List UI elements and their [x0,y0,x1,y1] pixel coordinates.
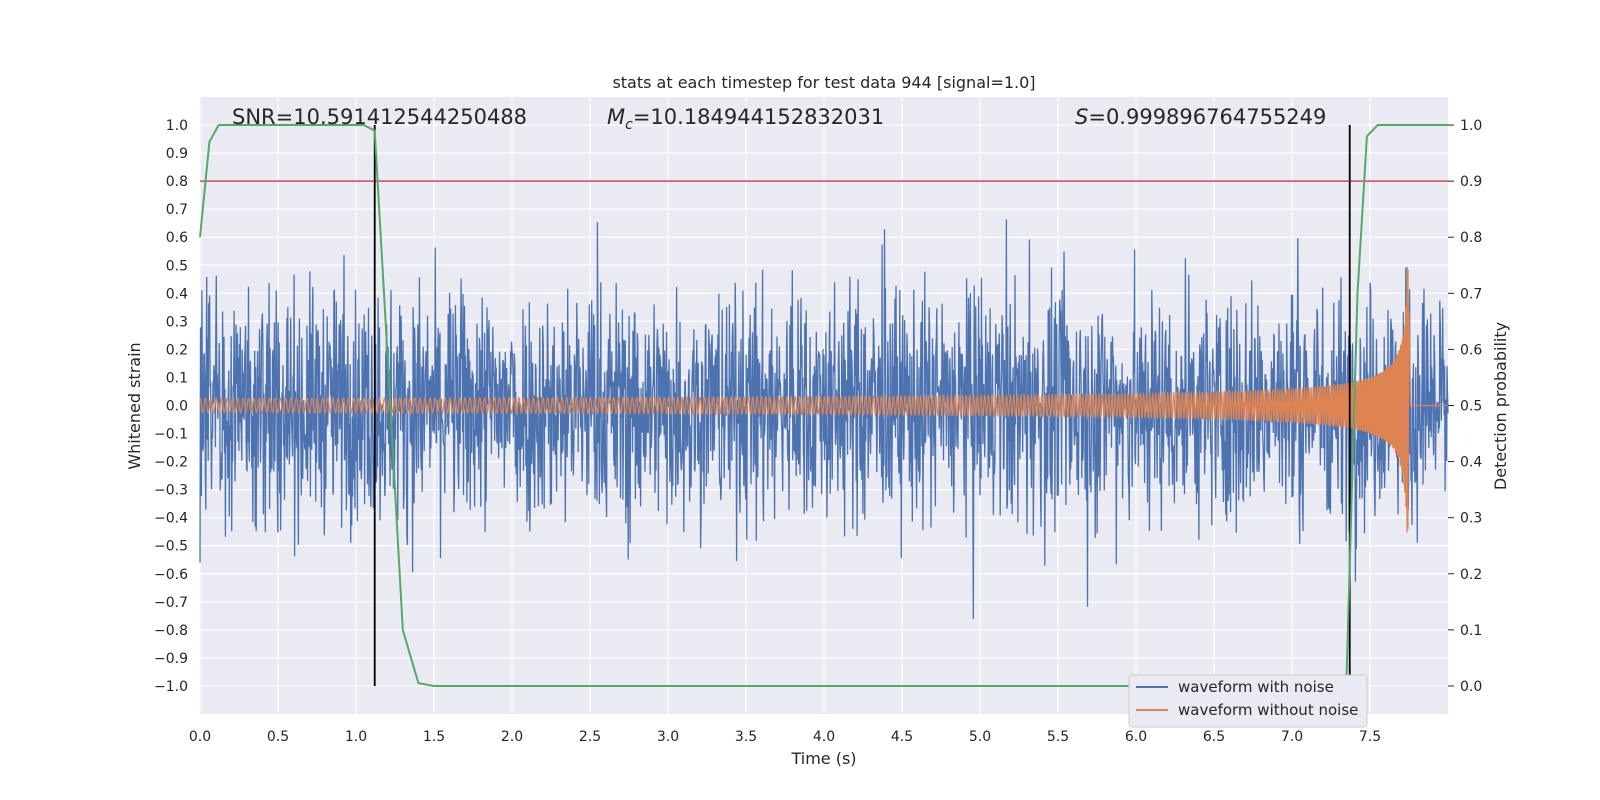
x-tick-label: 7.5 [1359,729,1381,745]
x-tick-label: 5.5 [1047,729,1069,745]
y-right-tick-label: 0.5 [1460,399,1482,415]
chirp-mass-subscript: c [625,117,633,133]
overlays [199,124,1448,687]
y-tick-label: −0.4 [154,511,188,527]
x-tick-label: 6.5 [1203,729,1225,745]
x-tick-label: 4.0 [813,729,835,745]
s-annotation: S=0.999896764755249 [1075,105,1326,129]
x-tick-label: 3.0 [657,729,679,745]
x-tick-label: 1.0 [345,729,367,745]
y-tick-label: −1.0 [154,679,188,695]
clean-waveform-line [199,266,1448,533]
y-right-tick-label: 0.2 [1460,567,1482,583]
s-value: =0.999896764755249 [1088,105,1326,129]
x-tick-label: 7.0 [1281,729,1303,745]
s-symbol: S [1075,105,1088,129]
y-tick-label: −0.1 [154,427,188,443]
legend-label-noise: waveform with noise [1178,678,1334,696]
y-right-tick-label: 0.6 [1460,342,1482,358]
y-tick-label: 0.6 [166,230,188,246]
y-axis-label: Whitened strain [125,342,144,469]
x-tick-label: 3.5 [735,729,757,745]
y-right-tick-label: 0.0 [1460,679,1482,695]
legend-box [1128,674,1368,728]
detection-probability-line [199,124,1448,687]
x-tick-label: 2.5 [579,729,601,745]
y-tick-label: 0.1 [166,370,188,386]
y-axis-right-label: Detection probability [1491,322,1510,490]
y-tick-label: −0.3 [154,483,188,499]
y-right-tick-label: 0.3 [1460,511,1482,527]
x-tick-label: 0.5 [267,729,289,745]
chirp-mass-symbol: M [607,105,625,129]
y-tick-label: −0.8 [154,623,188,639]
chart-title: stats at each timestep for test data 944… [612,73,1035,92]
y-tick-label: 0.0 [166,399,188,415]
y-tick-label: 0.7 [166,202,188,218]
y-right-tick-label: 0.1 [1460,623,1482,639]
y-tick-label: −0.6 [154,567,188,583]
y-tick-label: −0.9 [154,651,188,667]
chirp-mass-value: =10.184944152832031 [633,105,884,129]
y-tick-label: 0.2 [166,342,188,358]
y-tick-label: −0.2 [154,455,188,471]
y-tick-label: 0.3 [166,314,188,330]
y-right-tick-label: 0.9 [1460,174,1482,190]
y-right-tick-label: 0.8 [1460,230,1482,246]
y-tick-label: −0.7 [154,595,188,611]
x-tick-label: 4.5 [891,729,913,745]
x-tick-label: 1.5 [423,729,445,745]
y-tick-label: 1.0 [166,118,188,134]
x-axis-label: Time (s) [790,749,856,768]
axes: 0.0 0.5 1.0 1.5 2.0 2.5 3.0 3.5 4.0 4.5 5.0 5.5 6.0 6… [154,118,1482,745]
series-waveform-without-noise [199,266,1448,533]
legend-label-clean: waveform without noise [1178,701,1358,719]
x-tick-label: 0.0 [189,729,211,745]
x-tick-label: 2.0 [501,729,523,745]
y-tick-label: 0.8 [166,174,188,190]
y-right-tick-label: 0.4 [1460,455,1482,471]
legend: waveform with noise waveform without noi… [1128,674,1368,728]
x-tick-label: 5.0 [969,729,991,745]
y-tick-label: 0.5 [166,258,188,274]
snr-annotation: SNR=10.591412544250488 [232,105,527,129]
x-tick-label: 6.0 [1125,729,1147,745]
y-tick-label: 0.9 [166,146,188,162]
y-tick-label: 0.4 [166,286,188,302]
y-right-tick-label: 1.0 [1460,118,1482,134]
y-tick-label: −0.5 [154,539,188,555]
y-right-tick-label: 0.7 [1460,286,1482,302]
chirp-mass-annotation: Mc=10.184944152832031 [607,105,884,133]
